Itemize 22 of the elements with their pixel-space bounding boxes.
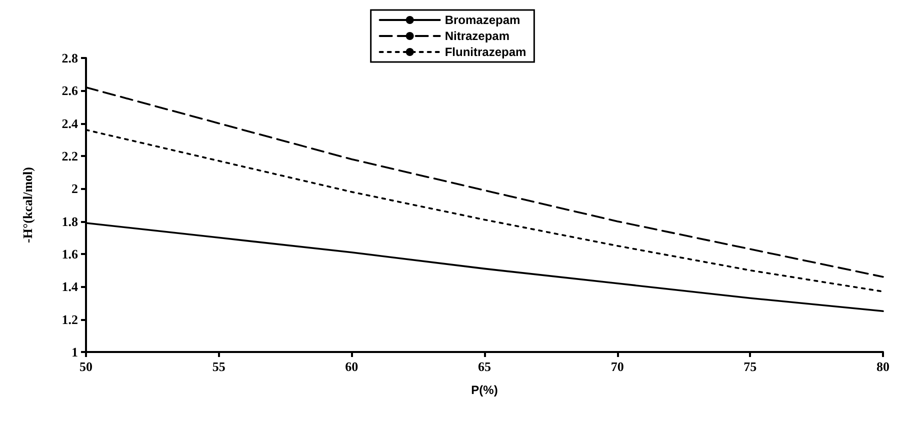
y-tick-label: 2.2: [62, 148, 78, 164]
y-tick-label: 2.8: [62, 50, 78, 66]
y-tick-label: 1.8: [62, 214, 78, 229]
x-tick-label: 50: [80, 359, 92, 374]
y-tick-label: 1.4: [62, 279, 78, 294]
y-tick-label: 2: [72, 181, 78, 196]
x-axis-title: P(%): [471, 383, 498, 397]
x-tick-label: 60: [345, 359, 358, 374]
x-tick-label: 55: [212, 359, 226, 374]
x-tick-label: 65: [478, 359, 492, 374]
y-tick-label: 1: [72, 344, 78, 360]
y-tick-label: 2.6: [62, 83, 78, 98]
y-axis-title: -H°(kcal/mol): [20, 167, 35, 243]
x-tick-label: 75: [744, 359, 758, 374]
legend-label: Nitrazepam: [444, 29, 510, 43]
x-tick-label: 80: [876, 359, 890, 374]
legend-label: Bromazepam: [444, 13, 520, 27]
y-tick-label: 1.6: [62, 246, 78, 262]
y-tick-label: 1.2: [62, 312, 78, 327]
legend-label: Flunitrazepam: [444, 45, 526, 59]
x-tick-label: 70: [610, 359, 624, 374]
y-tick-label: 2.4: [62, 116, 78, 131]
